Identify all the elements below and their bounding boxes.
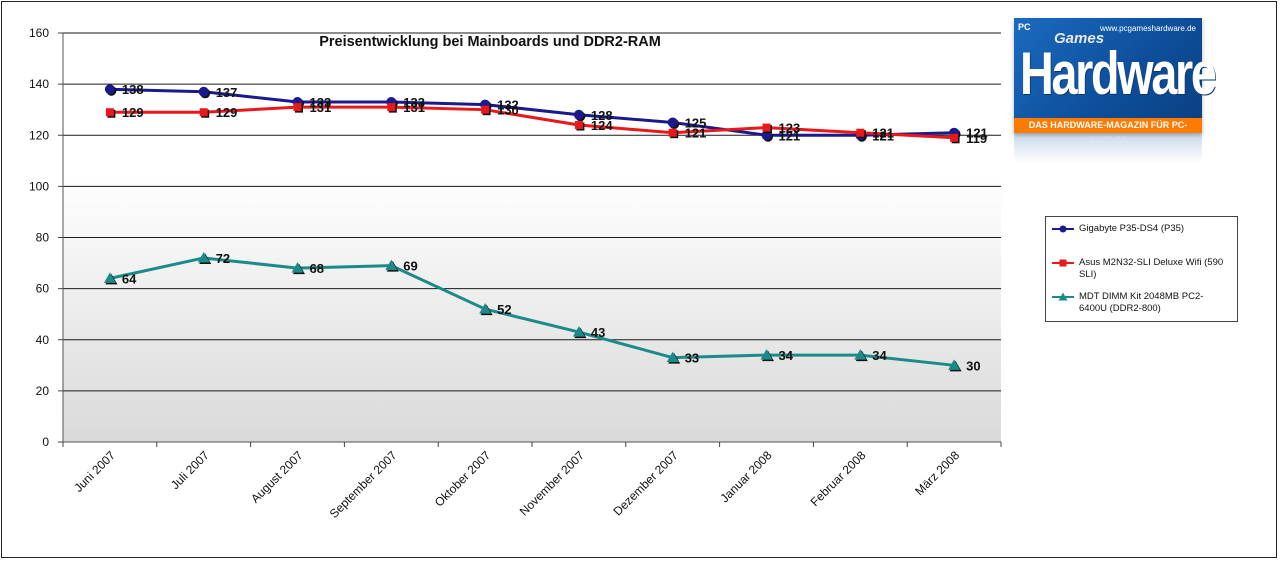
data-point: [667, 117, 678, 128]
y-tick-label: 160: [29, 26, 49, 40]
data-label: 129: [122, 105, 144, 120]
series-2: [105, 103, 960, 144]
series-group: [103, 84, 962, 372]
data-label: 30: [966, 358, 980, 373]
logo-tagline: DAS HARDWARE-MAGAZIN FÜR PC-SPIELER: [1014, 118, 1202, 145]
legend-label: Gigabyte P35-DS4 (P35): [1079, 223, 1185, 234]
data-point: [479, 303, 492, 314]
logo-wordmark: Hardware: [1020, 40, 1217, 107]
data-label: 34: [872, 348, 887, 363]
data-point: [762, 123, 771, 132]
data-point: [387, 103, 396, 112]
x-axis: Juni 2007 Juli 2007 August 2007 September 2…: [62, 441, 1002, 521]
data-point: [105, 108, 114, 117]
y-tick-label: 80: [36, 231, 50, 245]
x-tick-label: Januar 2008: [718, 448, 775, 505]
data-point: [856, 128, 865, 137]
data-point: [197, 251, 210, 263]
data-label: 34: [779, 348, 794, 363]
legend-label: MDT DIMM Kit 2048MB PC2-6400U (DDR2-800): [1079, 291, 1204, 314]
data-point: [385, 259, 398, 271]
y-tick-label: 0: [42, 435, 49, 449]
data-label: 123: [779, 121, 801, 136]
x-tick-label: Dezember 2007: [611, 448, 682, 519]
data-label: 133: [310, 95, 332, 110]
data-label: 132: [497, 98, 519, 113]
series-3: [103, 251, 962, 372]
data-point: [291, 262, 304, 273]
x-tick-label: März 2008: [912, 448, 962, 498]
series-line: [109, 256, 955, 367]
data-point: [948, 359, 961, 370]
data-label: 138: [122, 82, 144, 97]
series-line: [109, 105, 955, 140]
data-label: 137: [216, 85, 238, 100]
data-point: [950, 133, 959, 142]
data-label: 33: [685, 351, 699, 366]
legend-swatch-triangle: [1052, 292, 1074, 301]
data-point: [199, 108, 208, 117]
data-label: 131: [403, 100, 425, 115]
y-tick-label: 40: [36, 333, 50, 347]
chart-title: Preisentwicklung bei Mainboards und DDR2…: [319, 34, 661, 50]
x-tick-label: September 2007: [327, 448, 400, 521]
y-tick-label: 100: [29, 179, 49, 193]
data-point: [666, 351, 679, 363]
legend-swatch-square: [1052, 259, 1074, 267]
data-point: [668, 128, 677, 137]
logo-pc-text: PC: [1018, 22, 1031, 32]
y-tick-label: 120: [29, 128, 49, 142]
data-point: [104, 84, 115, 95]
data-point: [103, 272, 116, 283]
legend: Gigabyte P35-DS4 (P35) Asus M2N32-SLI De…: [1045, 216, 1238, 322]
logo-url: www.pcgameshardware.de: [1099, 24, 1196, 33]
logo-reflection: [1014, 133, 1202, 163]
data-point: [854, 349, 867, 360]
data-label: 129: [216, 105, 238, 120]
data-point: [574, 121, 583, 130]
data-label: 121: [872, 126, 894, 141]
data-label: 121: [779, 128, 801, 143]
data-label: 128: [591, 108, 613, 123]
data-point: [760, 349, 773, 360]
logo-background: [1014, 18, 1202, 133]
series-line: [109, 87, 955, 137]
y-tick-label: 20: [36, 384, 50, 398]
data-label: 125: [685, 115, 707, 130]
data-label: 64: [122, 271, 137, 286]
x-tick-label: Juli 2007: [168, 448, 212, 492]
data-label: 121: [685, 126, 707, 141]
data-label: 130: [497, 103, 519, 118]
data-label: 131: [310, 100, 332, 115]
x-tick-label: November 2007: [517, 448, 588, 519]
data-point: [198, 86, 209, 97]
data-label: 72: [216, 251, 230, 266]
x-tick-label: Juni 2007: [71, 448, 118, 495]
data-label: 43: [591, 325, 605, 340]
pcgh-logo: PC Games www.pcgameshardware.de Hardware…: [1014, 18, 1217, 145]
logo-games-text: Games: [1054, 30, 1105, 47]
data-label: 121: [966, 126, 988, 141]
data-point: [573, 109, 584, 120]
x-tick-label: Oktober 2007: [432, 448, 494, 510]
data-label: 121: [872, 128, 894, 143]
x-tick-label: August 2007: [248, 448, 306, 506]
data-label: 124: [591, 118, 613, 133]
legend-label: Asus M2N32-SLI Deluxe Wifi (590 SLI): [1079, 257, 1224, 280]
data-label: 68: [310, 261, 324, 276]
data-label: 133: [403, 95, 425, 110]
x-tick-label: Februar 2008: [808, 448, 869, 509]
data-label: 69: [403, 259, 417, 274]
data-point: [293, 103, 302, 112]
y-tick-label: 60: [36, 282, 50, 296]
data-label: 119: [966, 131, 987, 146]
data-point: [481, 105, 490, 114]
legend-swatch-circle: [1052, 225, 1074, 233]
data-label: 52: [497, 302, 511, 317]
y-tick-label: 140: [29, 77, 49, 91]
y-axis: 0 20 40 60 80 100 120 140 160: [29, 26, 64, 449]
data-point: [572, 326, 585, 337]
